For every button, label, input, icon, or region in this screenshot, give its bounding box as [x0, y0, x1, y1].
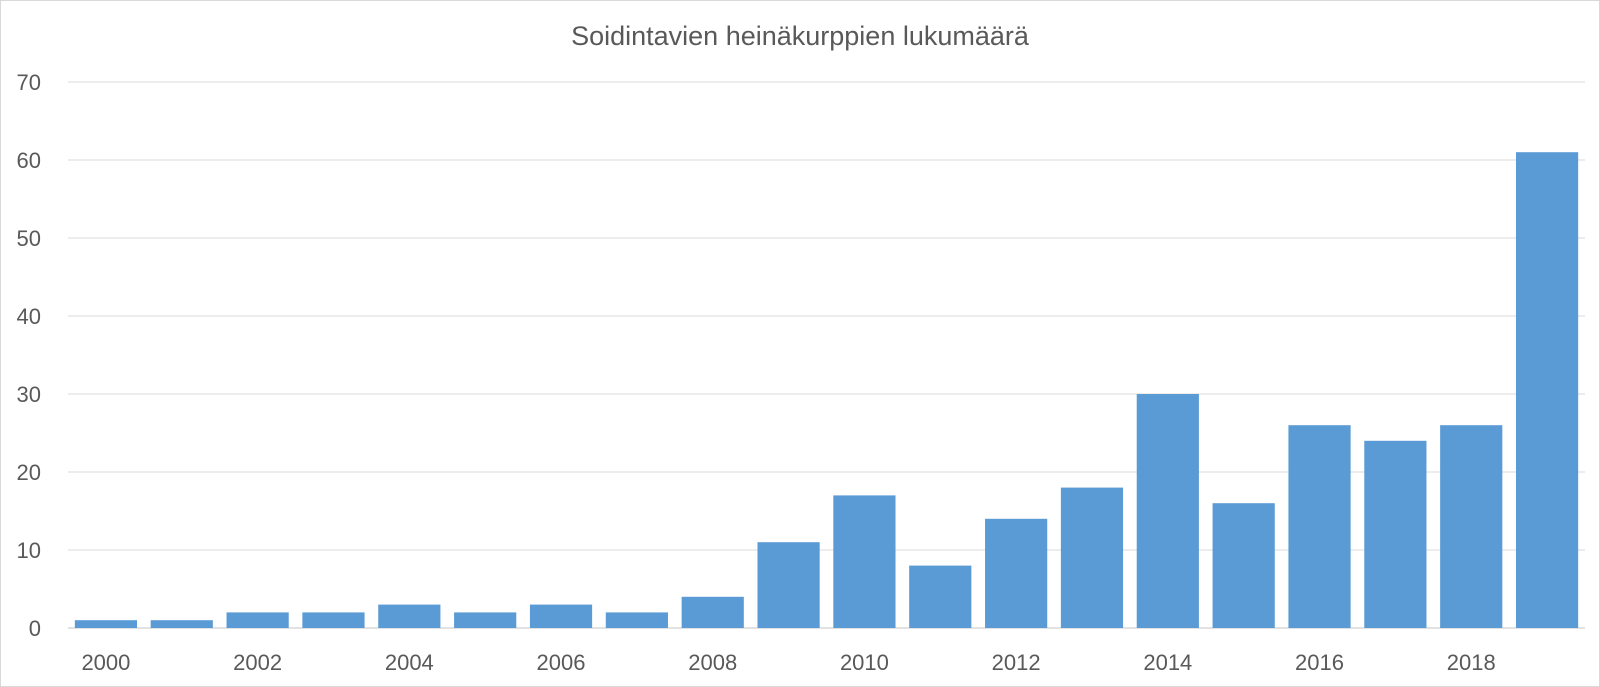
bar-2006 — [529, 604, 593, 628]
chart-title: Soidintavien heinäkurppien lukumäärä — [571, 21, 1030, 51]
y-tick-label: 60 — [17, 148, 41, 173]
x-tick-label: 2010 — [840, 650, 889, 675]
y-tick-label: 20 — [17, 460, 41, 485]
bar-2015 — [1212, 503, 1275, 628]
x-tick-label: 2018 — [1447, 650, 1496, 675]
y-tick-label: 40 — [17, 304, 41, 329]
bars — [74, 152, 1579, 628]
bar-2003 — [302, 612, 365, 628]
bar-2009 — [757, 542, 820, 628]
x-tick-label: 2000 — [81, 650, 130, 675]
x-tick-label: 2008 — [688, 650, 737, 675]
x-tick-label: 2016 — [1295, 650, 1344, 675]
bar-2007 — [605, 612, 668, 628]
bar-2010 — [833, 495, 896, 628]
x-tick-label: 2002 — [233, 650, 282, 675]
x-tick-label: 2012 — [992, 650, 1041, 675]
x-tick-label: 2004 — [385, 650, 434, 675]
bar-2018 — [1440, 425, 1503, 628]
bar-2004 — [378, 604, 441, 628]
bar-2001 — [150, 620, 213, 628]
x-axis-tick-labels: 2000 2002 2004 2006 2008 2010 2012 2014 2016 2018 — [81, 650, 1495, 675]
y-tick-label: 30 — [17, 382, 41, 407]
bar-2017 — [1364, 440, 1427, 628]
x-tick-label: 2006 — [537, 650, 586, 675]
bar-2012 — [985, 518, 1048, 628]
bar-2014 — [1136, 394, 1199, 628]
y-axis-tick-labels: 0 10 20 30 40 50 60 70 — [17, 70, 41, 641]
y-tick-label: 0 — [29, 616, 41, 641]
y-tick-label: 50 — [17, 226, 41, 251]
bar-2013 — [1060, 487, 1124, 628]
y-tick-label: 10 — [17, 538, 41, 563]
bar-2008 — [681, 596, 744, 628]
gridlines — [68, 81, 1585, 629]
bar-2002 — [226, 612, 289, 628]
y-tick-label: 70 — [17, 70, 41, 95]
bar-2005 — [454, 612, 517, 628]
bar-2019 — [1515, 152, 1579, 628]
bar-2011 — [909, 565, 972, 628]
bar-2000 — [74, 620, 138, 628]
x-tick-label: 2014 — [1143, 650, 1192, 675]
bar-2016 — [1288, 425, 1351, 628]
